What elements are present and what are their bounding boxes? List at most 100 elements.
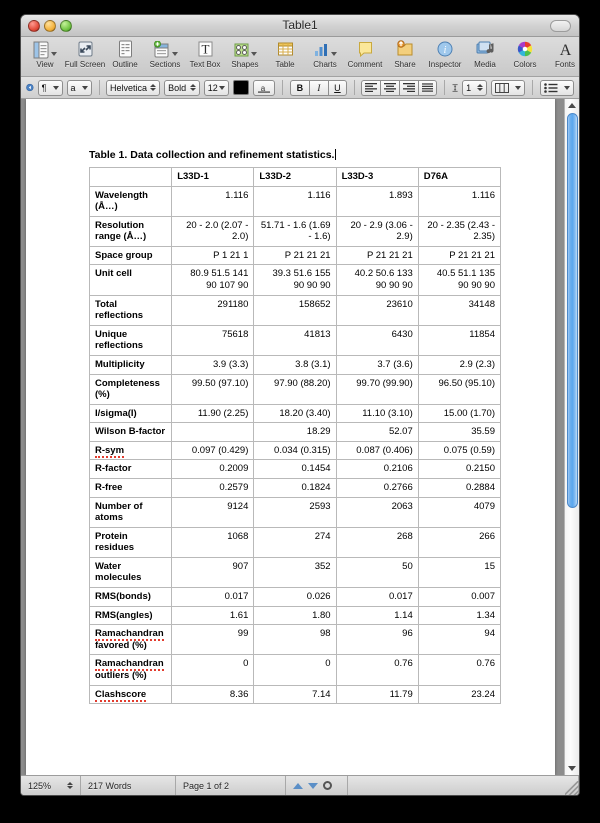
table-row-label: Wavelength (Å…) bbox=[88, 185, 173, 217]
statistics-table[interactable]: L33D-1 L33D-2 L33D-3 D76A Wavelength (Å…… bbox=[88, 167, 502, 705]
table-cell-value: 2.9 (2.3) bbox=[417, 354, 502, 375]
italic-button[interactable]: I bbox=[308, 79, 328, 96]
chevron-down-icon bbox=[515, 85, 522, 90]
toolbar-label-colors: Colors bbox=[513, 60, 537, 69]
styles-drawer-icon[interactable] bbox=[26, 80, 34, 95]
table-row-label: Unique reflections bbox=[88, 324, 173, 356]
toolbar-button-charts[interactable]: Charts bbox=[305, 39, 345, 69]
toolbar-button-inspector[interactable]: i Inspector bbox=[425, 39, 465, 69]
table-cell-value bbox=[171, 422, 255, 442]
table-cell-value: 0.097 (0.429) bbox=[171, 440, 255, 461]
toolbar-button-table[interactable]: Table bbox=[265, 39, 305, 69]
charts-icon bbox=[313, 39, 337, 59]
table-row: Ramachandran outliers (%) 0 0 0.76 0.76 bbox=[88, 654, 502, 686]
align-center-icon bbox=[384, 83, 397, 92]
text-style-button-group: B I U bbox=[289, 79, 347, 96]
table-cell-value: 1.34 bbox=[417, 605, 502, 626]
columns-icon bbox=[495, 82, 510, 93]
columns-popup[interactable] bbox=[491, 79, 526, 96]
vertical-scrollbar[interactable] bbox=[564, 99, 579, 775]
toolbar-button-view[interactable]: View bbox=[25, 39, 65, 69]
text-background-color-swatch[interactable]: a bbox=[253, 79, 276, 96]
font-size-field[interactable]: 12 bbox=[203, 79, 230, 96]
table-row: RMS(bonds) 0.017 0.026 0.017 0.007 bbox=[88, 587, 502, 607]
paragraph-style-popup[interactable]: ¶ bbox=[37, 79, 63, 96]
misspelled-word: R-sym bbox=[95, 444, 125, 458]
character-style-popup[interactable]: a bbox=[66, 79, 92, 96]
bold-button[interactable]: B bbox=[289, 79, 309, 96]
toolbar-button-shapes[interactable]: Shapes bbox=[225, 39, 265, 69]
chevron-down-icon bbox=[331, 52, 337, 56]
gear-icon[interactable] bbox=[323, 781, 332, 790]
table-cell-value: 96 bbox=[335, 624, 419, 656]
font-style-popup[interactable]: Bold bbox=[164, 79, 200, 96]
toolbar-button-full-screen[interactable]: Full Screen bbox=[65, 39, 105, 69]
toolbar-button-fonts[interactable]: A Fonts bbox=[545, 39, 579, 69]
toolbar-button-sections[interactable]: Sections bbox=[145, 39, 185, 69]
font-style-value: Bold bbox=[168, 82, 187, 93]
align-center-button[interactable] bbox=[380, 79, 400, 96]
misspelled-word: Ramachandran bbox=[95, 628, 164, 642]
table-row-label: R-sym bbox=[88, 440, 173, 461]
zoom-level-popup[interactable]: 125% bbox=[21, 776, 81, 795]
table-row: Clashscore 8.36 7.14 11.79 23.24 bbox=[88, 684, 502, 705]
line-spacing-field[interactable]: 1 bbox=[462, 79, 488, 96]
align-left-button[interactable] bbox=[361, 79, 381, 96]
toolbar-toggle-button[interactable] bbox=[550, 20, 571, 32]
toolbar-button-media[interactable]: Media bbox=[465, 39, 505, 69]
table-row-label: Water molecules bbox=[88, 556, 173, 589]
toolbar-button-colors[interactable]: Colors bbox=[505, 39, 545, 69]
table-cell-value: 40.2 50.6 133 90 90 90 bbox=[335, 264, 419, 296]
table-cell-value: 20 - 2.35 (2.43 - 2.35) bbox=[417, 215, 502, 247]
table-cell-value: 6430 bbox=[335, 324, 419, 356]
scrollbar-thumb[interactable] bbox=[567, 113, 578, 508]
table-row: Water molecules 907 352 50 15 bbox=[88, 556, 502, 589]
scroll-down-arrow[interactable] bbox=[565, 762, 579, 775]
table-row-label: Protein residues bbox=[88, 526, 173, 558]
document-page[interactable]: Table 1. Data collection and refinement … bbox=[26, 99, 555, 775]
scroll-up-arrow[interactable] bbox=[565, 99, 579, 112]
table-cell-value: P 21 21 21 bbox=[335, 245, 419, 266]
font-size-value: 12 bbox=[207, 82, 218, 93]
list-style-popup[interactable] bbox=[540, 79, 574, 96]
table-cell-value: 34148 bbox=[417, 294, 502, 326]
table-cell-value: 1.14 bbox=[335, 605, 419, 626]
chevron-down-icon bbox=[219, 85, 226, 90]
align-justify-button[interactable] bbox=[418, 79, 438, 96]
format-bar-divider bbox=[353, 80, 355, 95]
table-cell-value: 99.70 (99.90) bbox=[335, 373, 419, 405]
align-justify-icon bbox=[422, 83, 434, 92]
toolbar-label-media: Media bbox=[474, 60, 496, 69]
table-cell-value: 3.9 (3.3) bbox=[171, 354, 255, 375]
word-count: 217 Words bbox=[81, 776, 176, 795]
document-canvas[interactable]: Table 1. Data collection and refinement … bbox=[21, 99, 564, 775]
toolbar-label-sections: Sections bbox=[149, 60, 181, 69]
table-cell-value: 20 - 2.9 (3.06 - 2.9) bbox=[335, 215, 419, 247]
font-family-popup[interactable]: Helvetica bbox=[106, 79, 161, 96]
underline-button[interactable]: U bbox=[327, 79, 347, 96]
previous-page-icon[interactable] bbox=[293, 782, 303, 789]
toolbar-button-text-box[interactable]: T Text Box bbox=[185, 39, 225, 69]
table-cell-value: 35.59 bbox=[417, 422, 502, 442]
toolbar-button-share[interactable]: Share bbox=[385, 39, 425, 69]
text-color-swatch[interactable] bbox=[233, 80, 250, 95]
table-cell-value: 80.9 51.5 141 90 107 90 bbox=[171, 264, 255, 296]
window-resize-handle[interactable] bbox=[565, 781, 579, 795]
table-body: Wavelength (Å…) 1.116 1.116 1.893 1.116 Resol… bbox=[88, 185, 502, 705]
toolbar-button-comment[interactable]: Comment bbox=[345, 39, 385, 69]
next-page-icon[interactable] bbox=[308, 782, 318, 789]
minimize-button[interactable] bbox=[44, 20, 56, 32]
zoom-button[interactable] bbox=[60, 20, 72, 32]
table-cell-value: 0.2579 bbox=[171, 477, 255, 498]
window-title: Table1 bbox=[282, 18, 318, 32]
align-right-button[interactable] bbox=[399, 79, 419, 96]
table-cell-value: 1.80 bbox=[253, 605, 337, 626]
zoom-level-value: 125% bbox=[28, 780, 52, 791]
table-cell-value: P 1 21 1 bbox=[171, 245, 255, 266]
table-cell-value: 50 bbox=[335, 556, 419, 589]
table-cell-value: 75618 bbox=[171, 324, 255, 356]
table-cell-value: 0.017 bbox=[335, 587, 419, 607]
toolbar-button-outline[interactable]: Outline bbox=[105, 39, 145, 69]
close-button[interactable] bbox=[28, 20, 40, 32]
